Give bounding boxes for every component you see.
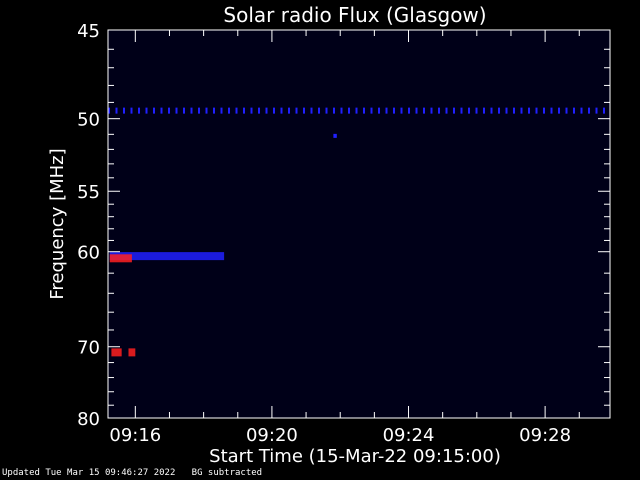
x-axis-title: Start Time (15-Mar-22 09:15:00) [209, 446, 501, 467]
emission-red [128, 348, 136, 357]
band-mark [603, 107, 605, 114]
plot-frame [107, 29, 611, 419]
band-mark [250, 107, 253, 114]
band-mark [543, 107, 545, 114]
band-mark [175, 107, 178, 114]
x-tick-label: 09:20 [246, 425, 298, 446]
band-mark [370, 107, 373, 114]
band-mark [243, 107, 245, 114]
band-mark [130, 107, 133, 114]
y-tick-label: 50 [77, 110, 100, 131]
band-mark [423, 107, 425, 114]
x-tick-label: 09:16 [109, 425, 161, 446]
band-mark [475, 107, 478, 114]
band-mark [160, 107, 163, 114]
band-mark [153, 107, 155, 114]
band-mark [483, 107, 485, 114]
band-mark [385, 107, 388, 114]
band-mark [310, 107, 313, 114]
chart-title: Solar radio Flux (Glasgow) [223, 3, 486, 27]
band-mark [498, 107, 500, 114]
band-mark [595, 107, 598, 114]
band-mark [378, 107, 380, 114]
y-tick-label: 60 [77, 243, 100, 264]
spectrogram-features [108, 107, 605, 357]
band-mark [145, 107, 148, 114]
band-mark [295, 107, 298, 114]
tick-labels: 45 50 55 60 70 80 09:16 09:20 09:24 09:28 [77, 21, 571, 446]
bg-subtracted-note: BG subtracted [191, 468, 263, 478]
band-mark [588, 107, 590, 114]
band-mark [558, 107, 560, 114]
band-mark [190, 107, 193, 114]
band-mark [265, 107, 268, 114]
band-mark [513, 107, 515, 114]
band-mark [235, 107, 238, 114]
band-mark [393, 107, 395, 114]
plot-area [108, 30, 610, 418]
emission-red [111, 348, 122, 357]
band-mark [318, 107, 320, 114]
band-mark [213, 107, 215, 114]
band-mark [340, 107, 343, 114]
band-mark [280, 107, 283, 114]
band-mark [505, 107, 508, 114]
band-mark [205, 107, 208, 114]
band-mark [445, 107, 448, 114]
band-mark [355, 107, 358, 114]
updated-timestamp: Updated Tue Mar 15 09:46:27 2022 [2, 468, 176, 478]
x-tick-label: 09:28 [519, 425, 571, 446]
band-mark [168, 107, 170, 114]
emission-blue [109, 252, 225, 261]
emission-red [109, 254, 132, 263]
band-mark [333, 107, 335, 114]
x-tick-label: 09:24 [383, 425, 435, 446]
band-mark [430, 107, 433, 114]
y-axis-title: Frequency [MHz] [47, 148, 68, 299]
band-mark [258, 107, 260, 114]
band-mark [363, 107, 365, 114]
band-mark [453, 107, 455, 114]
y-tick-label: 80 [77, 409, 100, 430]
band-mark [273, 107, 275, 114]
band-mark [348, 107, 350, 114]
band-mark [528, 107, 530, 114]
band-mark [535, 107, 538, 114]
band-mark [580, 107, 583, 114]
band-mark [460, 107, 463, 114]
band-mark [228, 107, 230, 114]
band-mark [490, 107, 493, 114]
y-tick-label: 70 [77, 338, 100, 359]
band-mark [183, 107, 185, 114]
band-mark [468, 107, 470, 114]
band-mark [115, 107, 118, 114]
band-mark [408, 107, 410, 114]
y-tick-label: 45 [77, 21, 100, 42]
band-mark [400, 107, 403, 114]
emission-dot [333, 133, 337, 138]
band-mark [303, 107, 305, 114]
band-mark [415, 107, 418, 114]
band-mark [138, 107, 140, 114]
band-mark [573, 107, 575, 114]
band-mark [438, 107, 440, 114]
band-mark [220, 107, 223, 114]
band-mark [520, 107, 523, 114]
footer-status: Updated Tue Mar 15 09:46:27 2022 BG subt… [2, 468, 262, 478]
band-mark [565, 107, 568, 114]
y-tick-label: 55 [77, 182, 100, 203]
band-mark [325, 107, 328, 114]
band-mark [288, 107, 290, 114]
band-mark [198, 107, 200, 114]
band-mark [108, 107, 110, 114]
band-mark [550, 107, 553, 114]
band-mark [123, 107, 125, 114]
